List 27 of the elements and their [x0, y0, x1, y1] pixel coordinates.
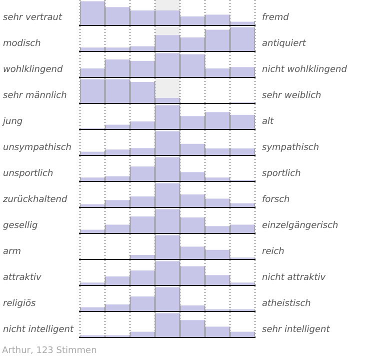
- y-axis-title: religiös: [2, 298, 37, 310]
- y2-axis-title: alt: [262, 116, 275, 128]
- y-axis-title: gesellig: [2, 220, 39, 232]
- y2-axis-title: nicht wohlklingend: [262, 64, 348, 76]
- text: Arthur, 123 Stimmen: [2, 346, 97, 356]
- y-axis-title: wohlklingend: [2, 64, 64, 76]
- y2-axis-title: reich: [262, 246, 286, 258]
- y2-axis-title: einzelgängerisch: [262, 220, 340, 232]
- y2-axis-title: antiquiert: [262, 38, 308, 50]
- y-axis-title: sehr männlich: [2, 90, 68, 102]
- y-axis-title: modisch: [2, 38, 42, 50]
- y2-axis-title: atheistisch: [262, 298, 312, 310]
- y-axis-title: unsympathisch: [2, 142, 72, 154]
- y-axis-title: sehr vertraut: [2, 12, 64, 24]
- y2-axis-title: sportlich: [262, 168, 302, 180]
- y2-axis-title: forsch: [262, 194, 291, 206]
- y2-axis-title: sympathisch: [262, 142, 320, 154]
- y-axis-title: arm: [2, 246, 22, 258]
- y2-axis-title: nicht attraktiv: [262, 272, 327, 284]
- y2-axis-title: fremd: [262, 12, 290, 24]
- y2-axis-title: sehr weiblich: [262, 90, 322, 102]
- y-axis-title: zurückhaltend: [2, 194, 68, 206]
- y-axis-title: attraktiv: [2, 272, 42, 284]
- y-axis-title: nicht intelligent: [2, 324, 75, 336]
- y-axis-title: unsportlich: [2, 168, 54, 180]
- y-axis-title: jung: [1, 116, 24, 128]
- y2-axis-title: sehr intelligent: [262, 324, 331, 336]
